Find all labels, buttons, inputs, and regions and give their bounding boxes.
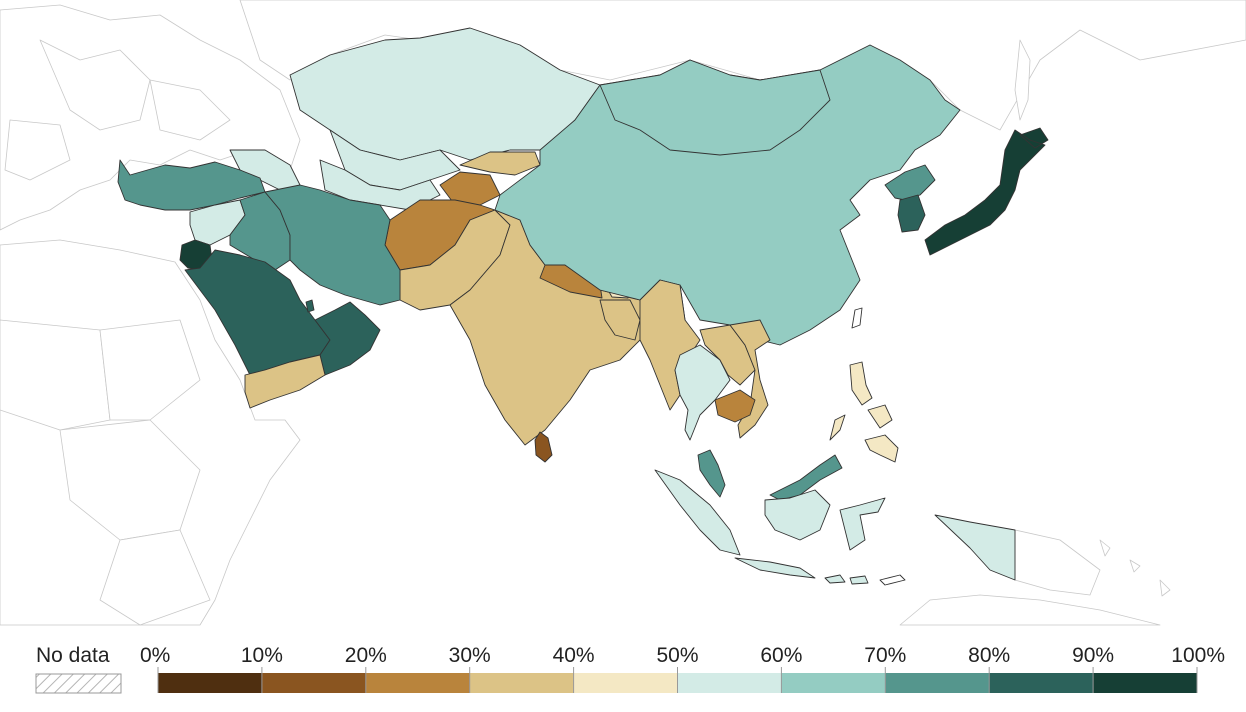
europe-border-1: [39, 39, 151, 131]
region-bangladesh[interactable]: [599, 299, 641, 341]
africa-border-4: [99, 529, 211, 626]
region-malaysia[interactable]: [697, 449, 843, 501]
legend-ticks: 0% 10% 20% 30% 40% 50% 60% 70% 80% 90% 100%: [140, 644, 1225, 693]
europe-border-3: [4, 119, 71, 181]
region-japan[interactable]: [924, 127, 1049, 256]
pacific-islands: [1099, 539, 1171, 597]
region-sri-lanka[interactable]: [534, 431, 553, 463]
region-yemen[interactable]: [244, 354, 326, 409]
legend-swatch: [365, 673, 471, 693]
legend-swatch: [989, 673, 1094, 693]
legend-tick-label: 100%: [1171, 644, 1225, 667]
region-oman[interactable]: [314, 301, 381, 376]
africa-border-2: [99, 319, 201, 421]
legend-swatch: [469, 673, 575, 693]
legend-swatch: [1093, 673, 1198, 693]
legend-tick-label: 50%: [656, 644, 698, 667]
australia-outline: [899, 594, 1161, 626]
legend-tick-label: 80%: [968, 644, 1010, 667]
legend-tick-label: 20%: [345, 644, 387, 667]
region-north-korea[interactable]: [884, 164, 936, 201]
legend-scale: [158, 673, 1198, 693]
sakhalin: [1014, 39, 1031, 121]
region-indonesia[interactable]: [654, 469, 1016, 585]
region-turkmenistan[interactable]: [319, 159, 441, 211]
legend-tick-label: 0%: [140, 644, 170, 667]
legend-swatch: [885, 673, 990, 693]
legend-tick-label: 10%: [241, 644, 283, 667]
region-turkey[interactable]: [117, 159, 266, 211]
africa-border-1: [0, 319, 111, 431]
region-thailand[interactable]: [674, 344, 731, 441]
europe-border-2: [149, 79, 231, 141]
region-philippines[interactable]: [829, 361, 899, 463]
legend-swatch: [573, 673, 678, 693]
legend-tick-label: 40%: [553, 644, 595, 667]
legend-no-data-swatch: [35, 673, 122, 694]
region-south-korea[interactable]: [897, 194, 926, 233]
region-mongolia[interactable]: [599, 59, 831, 156]
background-land: [0, 0, 1246, 626]
legend: No data 0% 10% 20% 30% 40% 50% 60% 70% 80% 90% 100…: [35, 644, 1225, 694]
region-cambodia[interactable]: [714, 389, 756, 423]
legend-tick-label: 60%: [760, 644, 802, 667]
legend-no-data-label: No data: [36, 644, 110, 667]
legend-swatch: [158, 673, 263, 693]
legend-swatch: [261, 673, 367, 693]
legend-swatch: [781, 673, 886, 693]
region-timor[interactable]: [879, 574, 906, 586]
region-qatar[interactable]: [305, 299, 315, 313]
png-outline: [1014, 529, 1101, 596]
legend-tick-label: 30%: [449, 644, 491, 667]
legend-swatch: [677, 673, 782, 693]
legend-tick-label: 90%: [1072, 644, 1114, 667]
region-iran[interactable]: [264, 184, 401, 306]
region-taiwan[interactable]: [851, 307, 863, 329]
region-vietnam[interactable]: [729, 319, 771, 439]
countries-with-data: [117, 27, 1049, 586]
legend-tick-label: 70%: [864, 644, 906, 667]
